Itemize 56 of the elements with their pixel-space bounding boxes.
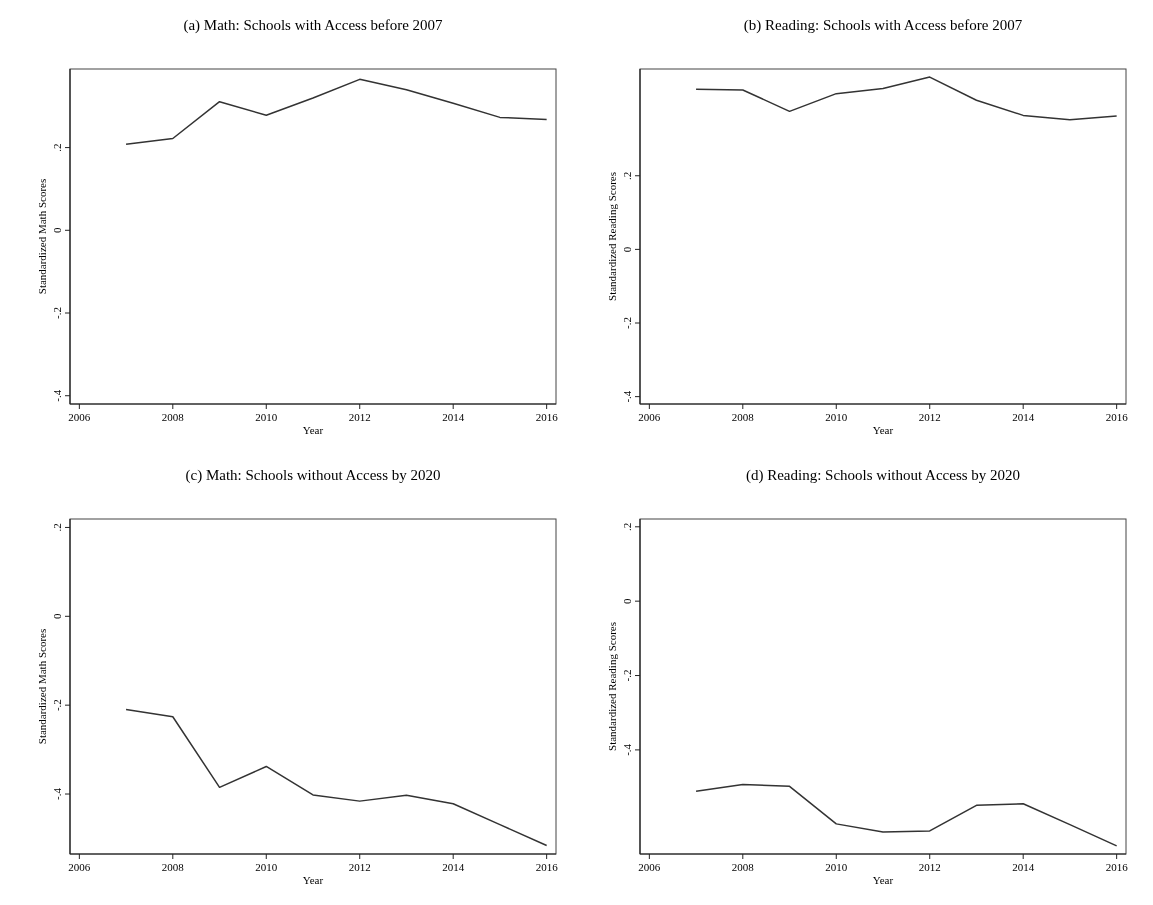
x-axis-title: Year — [302, 874, 324, 886]
x-tick-label: 2016 — [1105, 861, 1129, 873]
y-tick-label: .2 — [621, 171, 633, 180]
x-tick-label: 2016 — [1105, 411, 1129, 423]
y-axis-title: Standardized Math Scores — [36, 628, 48, 745]
y-tick-label: .2 — [51, 143, 63, 152]
chart-title: (d) Reading: Schools without Access by 2020 — [745, 467, 1021, 484]
x-tick-label: 2006 — [68, 861, 91, 873]
x-tick-label: 2010 — [825, 411, 848, 423]
y-tick-label: -.2 — [621, 317, 633, 329]
y-axis-title: Standardized Reading Scores — [606, 622, 618, 751]
y-axis-title: Standardized Math Scores — [36, 178, 48, 295]
y-axis-title: Standardized Reading Scores — [606, 172, 618, 301]
x-tick-label: 2008 — [161, 411, 185, 423]
x-tick-label: 2012 — [348, 861, 371, 873]
x-tick-label: 2012 — [348, 411, 371, 423]
x-tick-label: 2010 — [825, 861, 848, 873]
chart-title: (c) Math: Schools without Access by 2020 — [185, 467, 441, 484]
x-tick-label: 2016 — [535, 861, 559, 873]
chart-title: (b) Reading: Schools with Access before 2007 — [743, 17, 1023, 34]
x-tick-label: 2006 — [68, 411, 91, 423]
x-tick-label: 2014 — [1012, 861, 1035, 873]
x-axis-title: Year — [872, 874, 894, 886]
y-tick-label: .2 — [621, 522, 633, 531]
x-axis-title: Year — [302, 424, 324, 436]
x-tick-label: 2010 — [255, 411, 278, 423]
y-tick-label: -.4 — [51, 787, 63, 800]
y-tick-label: -.2 — [51, 699, 63, 712]
x-tick-label: 2010 — [255, 861, 278, 873]
y-tick-label: 0 — [51, 613, 63, 620]
line-series — [695, 783, 1118, 847]
x-tick-label: 2012 — [918, 861, 941, 873]
x-tick-label: 2006 — [638, 411, 661, 423]
x-tick-label: 2008 — [161, 861, 185, 873]
y-tick-label: -.4 — [51, 389, 63, 402]
y-tick-label: 0 — [621, 246, 633, 253]
y-tick-label: -.4 — [621, 743, 633, 756]
x-tick-label: 2008 — [731, 411, 755, 423]
y-tick-label: 0 — [621, 597, 633, 604]
line-series — [695, 76, 1118, 121]
x-tick-label: 2006 — [638, 861, 661, 873]
x-tick-label: 2012 — [918, 411, 941, 423]
y-tick-label: -.4 — [621, 390, 633, 403]
y-tick-label: .2 — [51, 523, 63, 532]
y-tick-label: -.2 — [621, 669, 633, 682]
x-tick-label: 2014 — [442, 861, 465, 873]
y-tick-label: -.2 — [51, 307, 63, 319]
x-tick-label: 2014 — [1012, 411, 1035, 423]
chart-title: (a) Math: Schools with Access before 2007 — [183, 17, 444, 34]
line-series — [125, 78, 548, 146]
x-tick-label: 2008 — [731, 861, 755, 873]
x-tick-label: 2016 — [535, 411, 559, 423]
line-series — [125, 708, 548, 847]
x-tick-label: 2014 — [442, 411, 465, 423]
x-axis-title: Year — [872, 424, 894, 436]
y-tick-label: 0 — [51, 227, 63, 234]
